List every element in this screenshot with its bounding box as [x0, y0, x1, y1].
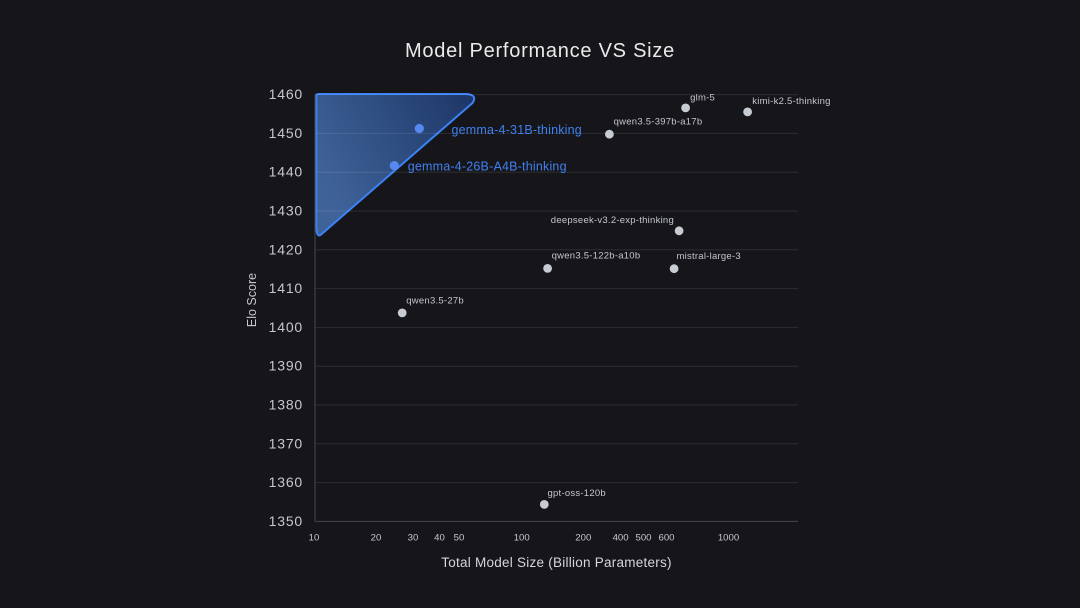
- svg-text:50: 50: [454, 532, 465, 543]
- svg-text:1410: 1410: [269, 280, 303, 296]
- svg-text:qwen3.5-122b-a10b: qwen3.5-122b-a10b: [552, 251, 641, 262]
- svg-text:Total Model Size (Billion Para: Total Model Size (Billion Parameters): [441, 555, 672, 570]
- svg-text:1420: 1420: [269, 241, 303, 257]
- svg-text:gemma-4-31B-thinking: gemma-4-31B-thinking: [452, 123, 582, 137]
- svg-text:gemma-4-26B-A4B-thinking: gemma-4-26B-A4B-thinking: [408, 160, 567, 174]
- svg-text:200: 200: [575, 532, 591, 543]
- svg-text:Model Performance VS Size: Model Performance VS Size: [405, 40, 675, 62]
- svg-text:500: 500: [635, 532, 651, 543]
- svg-text:qwen3.5-397b-a17b: qwen3.5-397b-a17b: [614, 116, 703, 127]
- svg-text:deepseek-v3.2-exp-thinking: deepseek-v3.2-exp-thinking: [551, 215, 674, 226]
- svg-text:1380: 1380: [269, 397, 303, 413]
- svg-text:glm-5: glm-5: [690, 92, 715, 103]
- svg-text:Elo Score: Elo Score: [245, 273, 259, 327]
- svg-text:30: 30: [408, 532, 419, 543]
- svg-text:1390: 1390: [269, 358, 303, 374]
- svg-text:100: 100: [514, 532, 530, 543]
- svg-text:600: 600: [658, 532, 674, 543]
- svg-text:kimi-k2.5-thinking: kimi-k2.5-thinking: [752, 96, 830, 107]
- svg-text:qwen3.5-27b: qwen3.5-27b: [406, 295, 464, 306]
- svg-text:1400: 1400: [269, 319, 303, 335]
- svg-text:1460: 1460: [269, 86, 303, 102]
- svg-text:40: 40: [434, 532, 445, 543]
- svg-text:1430: 1430: [269, 203, 303, 219]
- svg-text:mistral-large-3: mistral-large-3: [676, 251, 740, 262]
- svg-text:1000: 1000: [718, 532, 739, 543]
- svg-text:gpt-oss-120b: gpt-oss-120b: [547, 488, 605, 499]
- svg-text:1350: 1350: [269, 513, 303, 529]
- svg-text:1450: 1450: [269, 125, 303, 141]
- svg-text:10: 10: [309, 532, 320, 543]
- svg-text:1360: 1360: [269, 474, 303, 490]
- svg-text:400: 400: [613, 532, 629, 543]
- svg-text:1440: 1440: [269, 164, 303, 180]
- svg-text:20: 20: [371, 532, 382, 543]
- svg-text:1370: 1370: [269, 435, 303, 451]
